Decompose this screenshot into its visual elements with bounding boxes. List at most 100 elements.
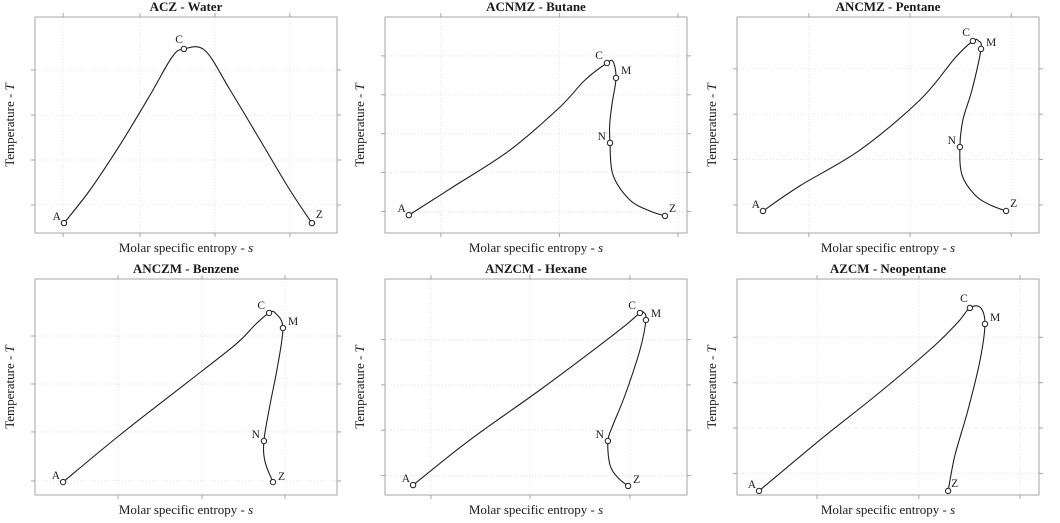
point-label-A: A (402, 473, 411, 485)
x-axis-label-symbol: s (248, 502, 253, 517)
point-marker-C (969, 37, 977, 45)
plot-box (384, 16, 688, 234)
y-axis-label-text: Temperature - (352, 90, 367, 166)
y-axis-label-symbol: T (2, 344, 17, 352)
x-axis-label-text: Molar specific entropy - (469, 502, 598, 517)
point-label-Z: Z (669, 203, 676, 215)
y-axis-label: Temperature - T (2, 344, 17, 428)
subplot-title: AZCM - Neopentane (830, 261, 946, 276)
subplot-anczm-benzene: A C M N Z ANCZM - Benzene Molar specific entro… (2, 261, 341, 517)
saturation-curve (408, 59, 666, 217)
subplot-title: ANZCM - Hexane (485, 261, 587, 276)
point-marker-N (606, 139, 614, 147)
y-axis-label-symbol: T (352, 82, 367, 90)
x-axis-label: Molar specific entropy - s (119, 240, 253, 255)
plot-box (34, 16, 338, 234)
y-axis-label-text: Temperature - (704, 352, 719, 428)
point-label-C: C (960, 293, 968, 305)
point-label-N: N (252, 429, 261, 441)
saturation-curve (62, 310, 284, 483)
y-axis-label-symbol: T (704, 344, 719, 352)
point-label-M: M (288, 316, 298, 328)
point-marker-N (260, 437, 268, 445)
subplot-azcm-neopentane: A C M Z AZCM - Neopentane Molar specific entr… (704, 261, 1043, 517)
point-marker-M (279, 324, 287, 332)
point-marker-Z (1002, 207, 1010, 215)
point-marker-C (265, 309, 273, 317)
x-axis-label-text: Molar specific entropy - (821, 502, 950, 517)
plot-box (736, 278, 1040, 496)
point-label-Z: Z (316, 209, 323, 221)
x-axis-label-text: Molar specific entropy - (119, 502, 248, 517)
point-marker-Z (308, 219, 316, 227)
subplot-title: ACZ - Water (150, 0, 223, 14)
plot-box (384, 278, 688, 496)
point-marker-A (59, 478, 67, 486)
point-label-M: M (986, 37, 996, 49)
point-label-N: N (948, 135, 957, 147)
point-label-A: A (752, 199, 761, 211)
plot-box (736, 16, 1040, 234)
point-marker-C (636, 309, 644, 317)
y-axis-label: Temperature - T (704, 344, 719, 428)
y-axis-label-text: Temperature - (2, 352, 17, 428)
point-marker-Z (661, 212, 669, 220)
point-marker-M (612, 74, 620, 82)
x-axis-label-text: Molar specific entropy - (821, 240, 950, 255)
point-label-Z: Z (633, 474, 640, 486)
x-axis-label: Molar specific entropy - s (821, 502, 955, 517)
point-marker-A (759, 207, 767, 215)
x-axis-label-symbol: s (598, 502, 603, 517)
point-marker-M (642, 316, 650, 324)
x-axis-label-text: Molar specific entropy - (469, 240, 598, 255)
x-axis-label-symbol: s (950, 502, 955, 517)
y-axis-label-symbol: T (352, 344, 367, 352)
subplot-anzcm-hexane: A C M N Z ANZCM - Hexane Molar specific entrop… (352, 261, 691, 517)
subplot-ancmz-pentane: A C M N Z ANCMZ - Pentane Molar specific entro… (704, 0, 1043, 255)
point-label-C: C (595, 50, 603, 62)
subplot-title: ANCZM - Benzene (133, 261, 239, 276)
point-label-A: A (53, 211, 62, 223)
point-label-N: N (598, 131, 607, 143)
x-axis-label-symbol: s (598, 240, 603, 255)
point-label-Z: Z (951, 478, 958, 490)
x-axis-label: Molar specific entropy - s (469, 502, 603, 517)
point-label-C: C (257, 300, 265, 312)
saturation-curve (762, 38, 1007, 212)
y-axis-label: Temperature - T (2, 82, 17, 166)
point-marker-A (755, 487, 763, 495)
point-marker-A (405, 211, 413, 219)
subplot-acz-water: A C Z ACZ - Water Molar specific entropy - s… (2, 0, 341, 255)
point-label-C: C (962, 27, 970, 39)
point-label-A: A (52, 470, 61, 482)
x-axis-label: Molar specific entropy - s (119, 502, 253, 517)
point-marker-N (604, 437, 612, 445)
point-label-C: C (628, 300, 636, 312)
subplot-acnmz-butane: A C M N Z ACNMZ - Butane Molar specific entrop… (352, 0, 691, 255)
point-label-A: A (748, 479, 757, 491)
point-marker-N (956, 143, 964, 151)
plot-box (34, 278, 338, 496)
y-axis-label: Temperature - T (704, 82, 719, 166)
x-axis-label: Molar specific entropy - s (821, 240, 955, 255)
point-marker-Z (269, 478, 277, 486)
point-marker-A (409, 481, 417, 489)
point-label-M: M (651, 308, 661, 320)
point-marker-A (60, 219, 68, 227)
y-axis-label-symbol: T (704, 82, 719, 90)
point-marker-M (981, 320, 989, 328)
point-marker-Z (944, 487, 952, 495)
saturation-curve (758, 305, 986, 492)
point-label-C: C (175, 34, 183, 46)
subplot-title: ANCMZ - Pentane (836, 0, 941, 14)
point-label-M: M (990, 312, 1000, 324)
point-marker-C (180, 45, 188, 53)
x-axis-label-symbol: s (950, 240, 955, 255)
x-axis-label: Molar specific entropy - s (469, 240, 603, 255)
point-label-M: M (621, 65, 631, 77)
point-marker-C (603, 59, 611, 67)
y-axis-label-text: Temperature - (2, 90, 17, 166)
point-marker-C (966, 304, 974, 312)
